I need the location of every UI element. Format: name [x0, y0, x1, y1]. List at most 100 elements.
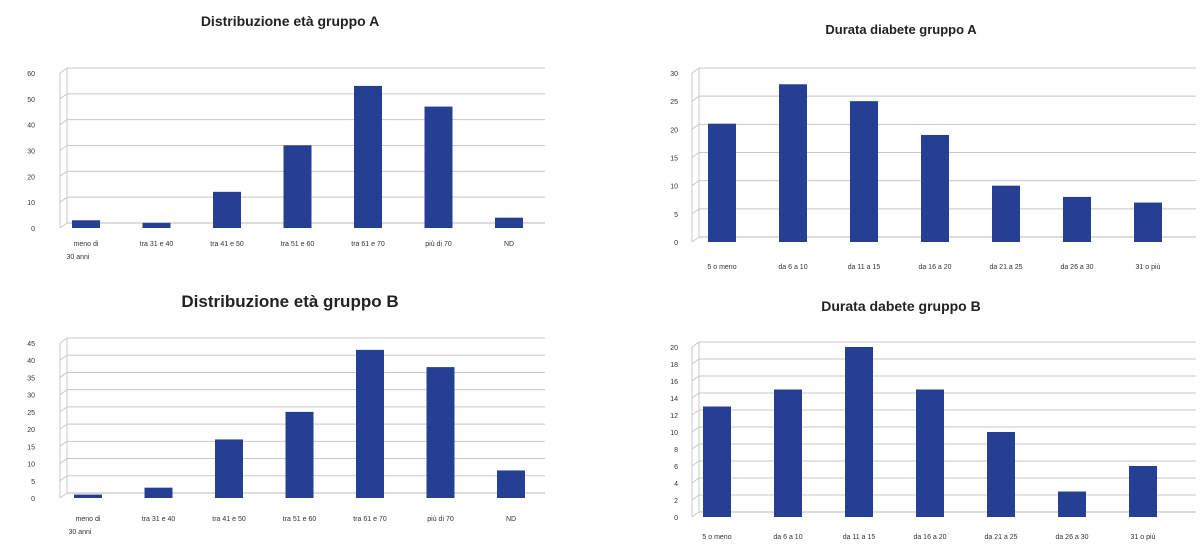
gridline-edge: [59, 423, 68, 430]
gridline-edge: [691, 152, 700, 158]
bar: [774, 389, 802, 517]
x-tick-label: da 26 a 30: [1055, 534, 1088, 541]
gridline-edge: [59, 458, 68, 464]
y-tick-label: 25: [670, 99, 678, 106]
y-tick-label: 25: [27, 410, 35, 417]
bar: [356, 349, 384, 498]
gridline-edge: [691, 67, 700, 74]
gridline-edge: [691, 426, 700, 433]
bar: [283, 145, 312, 228]
y-tick-label: 40: [27, 358, 35, 365]
bar: [213, 191, 241, 228]
y-tick-label: 20: [27, 427, 35, 434]
bar-chart: 0 10 20 30 40 50 60 meno di 30 anni tra 31 e 40 tr…: [27, 67, 545, 261]
x-tick-label: tra 51 e 60: [283, 516, 317, 523]
x-tick-label: tra 61 e 70: [353, 516, 387, 523]
bar: [992, 185, 1020, 242]
y-tick-label: 30: [670, 71, 678, 78]
gridline-edge: [691, 375, 700, 382]
y-tick-label: 60: [27, 71, 35, 78]
bar: [703, 406, 731, 517]
y-tick-label: 20: [670, 127, 678, 134]
chart-title: Durata dabete gruppo B: [821, 298, 981, 314]
x-tick-label: tra 61 e 70: [351, 241, 385, 248]
bar: [144, 487, 173, 498]
bar: [495, 217, 523, 228]
bar: [987, 432, 1015, 517]
y-tick-label: 14: [670, 396, 678, 403]
bar: [424, 106, 453, 228]
x-tick-label: ND: [506, 516, 516, 523]
gridline-edge: [59, 93, 68, 100]
gridline-edge: [691, 180, 700, 187]
x-tick-label: tra 31 e 40: [140, 241, 174, 248]
gridline-edge: [59, 440, 68, 447]
bar: [285, 411, 314, 498]
bar: [1063, 196, 1091, 242]
x-tick-label: ND: [504, 241, 514, 248]
bar: [74, 494, 102, 498]
gridline-edge: [59, 222, 68, 229]
y-tick-label: 35: [27, 375, 35, 382]
gridline-edge: [691, 511, 700, 518]
y-tick-label: 40: [27, 123, 35, 130]
gridline-edge: [59, 372, 68, 378]
y-tick-label: 16: [670, 379, 678, 386]
gridline-edge: [691, 358, 700, 365]
x-tick-label: da 6 a 10: [778, 264, 807, 271]
chart-title: Durata diabete gruppo A: [825, 22, 977, 37]
gridline-edge: [691, 460, 700, 467]
gridline-edge: [59, 67, 68, 74]
y-tick-label: 0: [31, 226, 35, 233]
y-tick-label: 30: [27, 393, 35, 400]
x-tick-label: 31 o più: [1131, 534, 1156, 541]
x-tick-label: da 16 a 20: [913, 534, 946, 541]
bar: [779, 84, 807, 243]
y-tick-label: 20: [670, 345, 678, 352]
x-tick-label: più di 70: [425, 241, 452, 248]
x-tick-label: da 26 a 30: [1060, 264, 1093, 271]
x-tick-label: 5 o meno: [707, 264, 736, 271]
bar: [142, 222, 171, 228]
bar: [845, 347, 873, 517]
chart-panel-eta-a: Distribuzione età gruppo A 0 10 20 30 40 50 60…: [0, 0, 580, 270]
gridline-edge: [59, 337, 68, 344]
bar: [1134, 202, 1162, 242]
bar: [916, 389, 944, 517]
bar: [426, 367, 455, 498]
bar: [354, 85, 382, 229]
gridline-edge: [691, 443, 700, 450]
y-tick-label: 30: [27, 149, 35, 156]
bar: [850, 101, 878, 243]
y-tick-label: 6: [674, 464, 678, 471]
chart-title: Distribuzione età gruppo B: [181, 292, 399, 311]
x-tick-label: da 6 a 10: [773, 534, 802, 541]
y-tick-label: 10: [27, 200, 35, 207]
x-tick-label: meno di 30 anni: [69, 516, 101, 536]
x-tick-label: da 11 a 15: [843, 534, 876, 541]
y-tick-label: 20: [27, 174, 35, 181]
gridline-edge: [59, 406, 68, 413]
y-tick-label: 0: [31, 496, 35, 503]
gridline-edge: [691, 341, 700, 348]
y-tick-label: 10: [670, 430, 678, 437]
y-tick-label: 5: [674, 212, 678, 219]
y-tick-label: 10: [27, 462, 35, 469]
gridline-edge: [59, 492, 68, 499]
gridline-edge: [59, 170, 68, 177]
chart-panel-durata-b: Durata dabete gruppo B 0 2 4 6 8 10 12 14 16 18 20…: [600, 275, 1202, 547]
gridline-edge: [691, 208, 700, 215]
gridline-edge: [59, 389, 68, 396]
gridline-edge: [691, 392, 700, 399]
x-tick-label: meno di 30 anni: [67, 241, 99, 261]
x-tick-label: da 11 a 15: [848, 264, 881, 271]
gridline-edge: [691, 409, 700, 416]
y-tick-label: 18: [670, 362, 678, 369]
y-tick-label: 10: [670, 184, 678, 191]
bar: [921, 134, 949, 242]
gridline-edge: [691, 95, 700, 102]
y-tick-label: 45: [27, 341, 35, 348]
y-tick-label: 50: [27, 97, 35, 104]
x-tick-label: più di 70: [427, 516, 454, 523]
chart-panel-durata-a: Durata diabete gruppo A 0 5 10 15 20 25 30 5 o …: [600, 0, 1202, 275]
